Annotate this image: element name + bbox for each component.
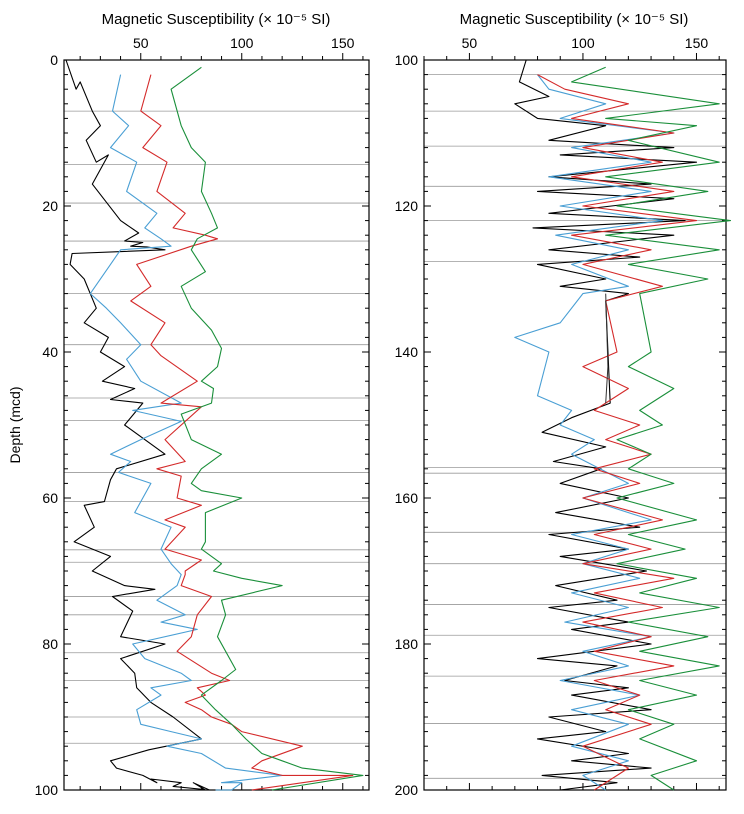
y-tick-label: 180 [395, 636, 419, 652]
splice-tie-line [605, 293, 609, 404]
series-line [537, 74, 698, 791]
x-tick-label: 50 [462, 35, 478, 51]
series-line [130, 74, 354, 791]
y-tick-label: 100 [395, 52, 419, 68]
right-panel: Magnetic Susceptibility (× 10⁻⁵ SI) 50 10… [395, 11, 732, 798]
y-tick-label: 200 [395, 782, 419, 798]
series-line [65, 59, 210, 791]
x-tick-label: 100 [571, 35, 595, 51]
y-tick-label: 100 [35, 782, 59, 798]
plot-frame [423, 59, 727, 791]
y-tick-label: 140 [395, 344, 419, 360]
left-panel-title: Magnetic Susceptibility (× 10⁻⁵ SI) [102, 11, 331, 28]
y-tick-label: 160 [395, 490, 419, 506]
x-tick-label: 50 [133, 35, 149, 51]
y-tick-label: 0 [50, 52, 58, 68]
y-tick-label: 20 [42, 198, 58, 214]
y-axis-label: Depth (mcd) [7, 386, 23, 463]
series-line [89, 74, 283, 791]
series-line [571, 66, 732, 791]
y-tick-label: 60 [42, 490, 58, 506]
y-tick-label: 80 [42, 636, 58, 652]
series-line [514, 74, 675, 791]
x-tick-label: 150 [685, 35, 709, 51]
y-tick-label: 40 [42, 344, 58, 360]
series-line [170, 66, 364, 791]
left-panel: Magnetic Susceptibility (× 10⁻⁵ SI) 50 10… [35, 11, 370, 798]
x-tick-label: 150 [331, 35, 355, 51]
y-tick-label: 120 [395, 198, 419, 214]
right-panel-title: Magnetic Susceptibility (× 10⁻⁵ SI) [460, 11, 689, 28]
x-tick-label: 100 [230, 35, 254, 51]
series-line [514, 59, 698, 791]
